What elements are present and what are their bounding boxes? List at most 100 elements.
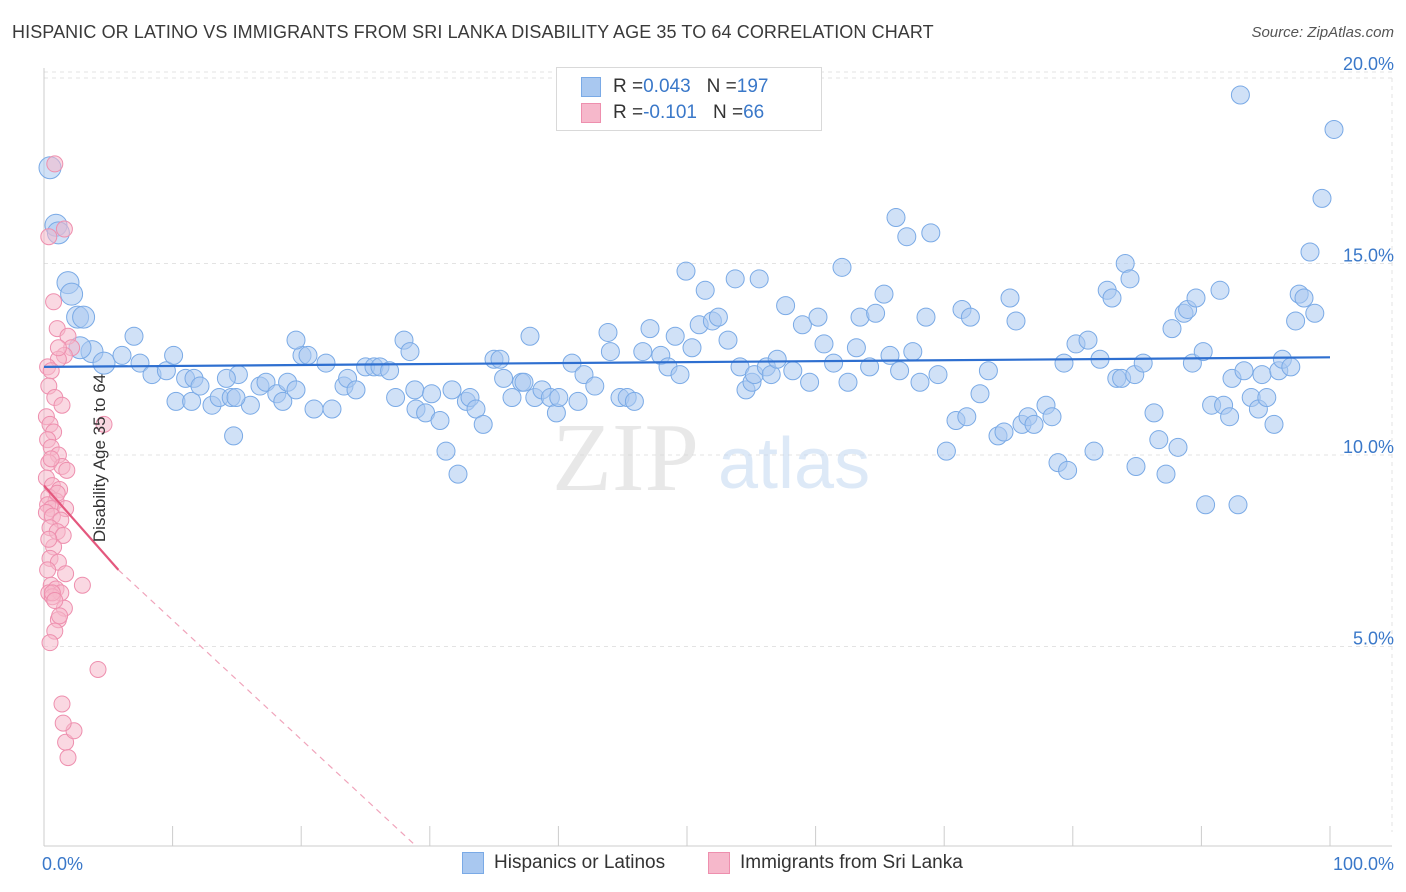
data-point — [850, 307, 870, 327]
data-point — [182, 391, 202, 411]
legend-swatch-hispanic — [581, 77, 601, 97]
watermark: ZIP atlas — [552, 404, 870, 512]
data-point — [800, 372, 820, 392]
data-point — [442, 380, 462, 400]
data-point — [54, 714, 72, 732]
data-point — [502, 388, 522, 408]
data-point — [58, 461, 76, 479]
data-point — [549, 388, 569, 408]
legend-n-value: 66 — [743, 102, 765, 123]
data-point — [640, 319, 660, 339]
data-point — [624, 391, 644, 411]
x-tick-label: 100.0% — [1333, 854, 1394, 874]
data-point — [1186, 288, 1206, 308]
data-point — [1058, 460, 1078, 480]
data-point — [53, 396, 71, 414]
data-point — [936, 441, 956, 461]
data-point — [718, 330, 738, 350]
data-point — [42, 362, 60, 380]
series-immigrants-from-sri-lanka — [37, 155, 113, 767]
data-point — [1168, 437, 1188, 457]
data-point — [957, 407, 977, 427]
data-point — [42, 450, 60, 468]
data-point — [49, 339, 67, 357]
data-point — [112, 345, 132, 365]
data-point — [520, 326, 540, 346]
data-point — [57, 565, 75, 583]
data-point — [921, 223, 941, 243]
data-point — [749, 269, 769, 289]
data-point — [73, 576, 91, 594]
data-point — [890, 361, 910, 381]
data-point — [386, 388, 406, 408]
legend-r-value: -0.101 — [643, 102, 697, 123]
data-point — [1120, 269, 1140, 289]
data-point — [1054, 353, 1074, 373]
data-point — [1156, 464, 1176, 484]
data-point — [380, 361, 400, 381]
data-point — [130, 353, 150, 373]
data-point — [422, 384, 442, 404]
watermark-atlas: atlas — [718, 424, 870, 504]
data-point — [89, 660, 107, 678]
data-point — [978, 361, 998, 381]
data-point — [1133, 353, 1153, 373]
data-point — [1324, 119, 1344, 139]
data-point — [708, 307, 728, 327]
data-point — [860, 357, 880, 377]
data-point — [1102, 288, 1122, 308]
correlation-legend: R = 0.043 N = 197 R = -0.101 N = 66 — [556, 67, 822, 131]
data-point — [60, 282, 84, 306]
legend-item-sri-lanka[interactable]: Immigrants from Sri Lanka — [708, 852, 963, 874]
data-point — [72, 305, 96, 329]
data-point — [808, 307, 828, 327]
data-point — [405, 380, 425, 400]
data-point — [1024, 414, 1044, 434]
data-point — [494, 368, 514, 388]
data-point — [59, 749, 77, 767]
data-point — [39, 561, 57, 579]
data-point — [92, 351, 116, 375]
data-point — [1300, 242, 1320, 262]
data-point — [1220, 407, 1240, 427]
legend-r-label: R = — [613, 76, 644, 97]
data-point — [514, 372, 534, 392]
x-tick-label: 0.0% — [42, 854, 83, 874]
data-point — [866, 303, 886, 323]
y-tick-label: 20.0% — [1343, 54, 1394, 74]
data-point — [400, 342, 420, 362]
legend-swatch-sri-lanka — [581, 103, 601, 123]
data-point — [568, 391, 588, 411]
data-point — [886, 208, 906, 228]
legend-item-hispanics[interactable]: Hispanics or Latinos — [462, 852, 665, 874]
data-point — [783, 361, 803, 381]
data-point — [1230, 85, 1250, 105]
data-point — [46, 592, 64, 610]
data-point — [286, 380, 306, 400]
data-point — [95, 415, 113, 433]
legend-label-hispanics: Hispanics or Latinos — [494, 852, 666, 873]
data-point — [897, 227, 917, 247]
data-point — [304, 399, 324, 419]
data-point — [473, 414, 493, 434]
data-point — [1281, 357, 1301, 377]
watermark-zip: ZIP — [552, 404, 699, 512]
data-point — [1305, 303, 1325, 323]
y-tick-label: 5.0% — [1353, 629, 1394, 649]
data-point — [1162, 319, 1182, 339]
data-point — [46, 155, 64, 173]
data-point — [916, 307, 936, 327]
data-point — [1234, 361, 1254, 381]
data-point — [346, 380, 366, 400]
legend-label-sri-lanka: Immigrants from Sri Lanka — [740, 852, 963, 873]
data-point — [824, 353, 844, 373]
data-point — [600, 342, 620, 362]
data-point — [633, 342, 653, 362]
data-point — [792, 315, 812, 335]
data-point — [273, 391, 293, 411]
data-point — [40, 228, 58, 246]
data-point — [466, 399, 486, 419]
data-point — [585, 376, 605, 396]
legend-r-value: 0.043 — [643, 76, 691, 97]
